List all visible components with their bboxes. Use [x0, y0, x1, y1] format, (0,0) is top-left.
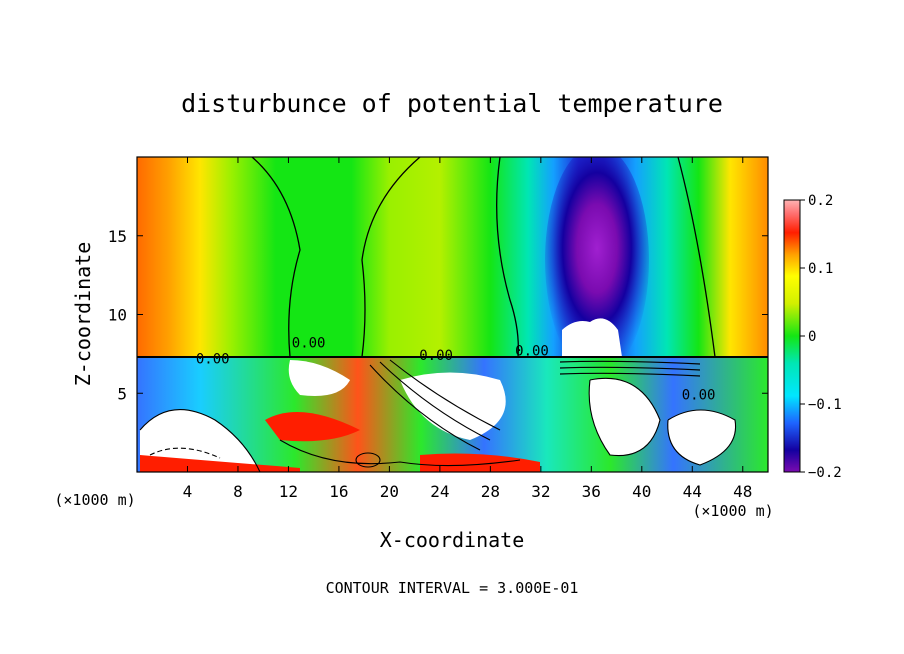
contour-value-label: 0.00 — [515, 343, 549, 359]
contour-line — [496, 157, 519, 358]
contour-line — [588, 377, 661, 457]
x-tick-label: 44 — [683, 482, 702, 501]
field-white-region — [562, 318, 622, 357]
x-tick-label: 4 — [183, 482, 193, 501]
field-warm-streak — [140, 455, 300, 472]
field-white-region — [140, 409, 260, 472]
x-tick-label: 28 — [481, 482, 500, 501]
y-tick-label: 10 — [108, 306, 127, 325]
contour-line — [251, 157, 301, 358]
colorbar-tick-label: −0.2 — [808, 465, 842, 481]
contour-line — [355, 452, 381, 468]
contour-line — [369, 359, 501, 451]
x-unit-label-right: (×1000 m) — [692, 502, 773, 520]
colorbar-tick-label: 0.1 — [808, 261, 833, 277]
x-tick-label: 16 — [329, 482, 348, 501]
field-cold-core — [545, 157, 649, 375]
field-white-region — [288, 360, 350, 396]
x-tick-label: 36 — [582, 482, 601, 501]
colorbar-tick-label: 0 — [808, 329, 816, 345]
contour-line — [677, 157, 716, 358]
x-tick-label: 32 — [531, 482, 550, 501]
colorbar-ticks: 0.2 0.1 0 −0.1 −0.2 — [800, 193, 842, 481]
x-tick-label: 40 — [632, 482, 651, 501]
chart-title: disturbunce of potential temperature — [181, 89, 723, 118]
field-white-region — [589, 378, 660, 456]
y-axis-title: Z-coordinate — [71, 242, 95, 387]
field-warm-streak — [265, 412, 360, 442]
contour-line — [149, 447, 221, 459]
contour-line — [279, 439, 521, 467]
contour-line — [667, 409, 737, 466]
x-tick-label: 12 — [279, 482, 298, 501]
x-tick-label: 8 — [233, 482, 243, 501]
x-unit-label-left: (×1000 m) — [54, 491, 135, 509]
colorbar-tick-label: 0.2 — [808, 193, 833, 209]
y-tick-label: 15 — [108, 227, 127, 246]
contour-value-label: 0.00 — [292, 336, 326, 352]
field-white-region — [400, 372, 506, 440]
y-axis: 5 10 15 — [108, 227, 768, 403]
contour-value-label: 0.00 — [682, 388, 716, 404]
field-warm-streak — [420, 453, 540, 472]
contour-line — [559, 360, 701, 377]
colorbar — [783, 199, 801, 473]
x-tick-label: 48 — [733, 482, 752, 501]
contour-labels: 0.00 0.00 0.00 0.00 0.00 — [196, 336, 716, 404]
field-upper-layer — [137, 157, 768, 357]
colorbar-tick-label: −0.1 — [808, 397, 842, 413]
contour-interval-annotation: CONTOUR INTERVAL = 3.000E-01 — [326, 579, 579, 597]
contour-value-label: 0.00 — [419, 348, 453, 364]
contour-line — [139, 409, 261, 472]
contour-line — [361, 157, 421, 358]
x-tick-label: 24 — [430, 482, 449, 501]
x-tick-label: 20 — [380, 482, 399, 501]
x-axis-title: X-coordinate — [380, 528, 525, 552]
x-axis: 4 8 12 16 20 24 28 32 36 40 44 48 — [183, 157, 752, 501]
y-tick-label: 5 — [117, 384, 127, 403]
contour-value-label: 0.00 — [196, 351, 230, 367]
field-white-region — [667, 410, 736, 465]
plot-area — [137, 157, 768, 472]
